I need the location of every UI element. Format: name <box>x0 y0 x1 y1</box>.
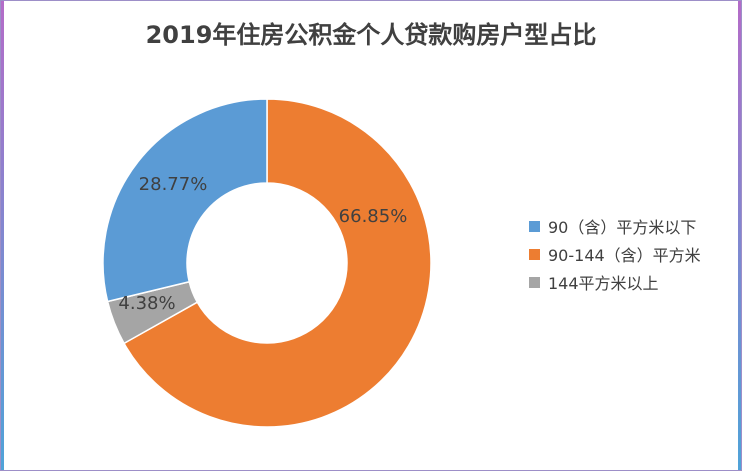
legend-item: 90-144（含）平方米 <box>529 240 701 268</box>
donut-slice <box>123 98 432 428</box>
legend-item: 90（含）平方米以下 <box>529 212 701 240</box>
donut-slice <box>102 98 268 303</box>
legend-swatch <box>529 220 540 232</box>
legend-label: 144平方米以上 <box>548 274 659 293</box>
legend-swatch <box>529 276 540 288</box>
chart-title: 2019年住房公积金个人贷款购房户型占比 <box>145 21 597 49</box>
chart-legend: 90（含）平方米以下 90-144（含）平方米 144平方米以上 <box>529 212 701 296</box>
donut-data-labels: 28.77% 66.85% 4.38% <box>118 174 407 314</box>
data-label: 4.38% <box>118 293 175 314</box>
data-label: 28.77% <box>139 174 208 195</box>
legend-swatch <box>529 248 540 260</box>
legend-item: 144平方米以上 <box>529 268 701 296</box>
legend-label: 90-144（含）平方米 <box>548 246 701 265</box>
donut-slices <box>102 98 432 428</box>
data-label: 66.85% <box>339 206 408 227</box>
legend-label: 90（含）平方米以下 <box>548 218 697 237</box>
